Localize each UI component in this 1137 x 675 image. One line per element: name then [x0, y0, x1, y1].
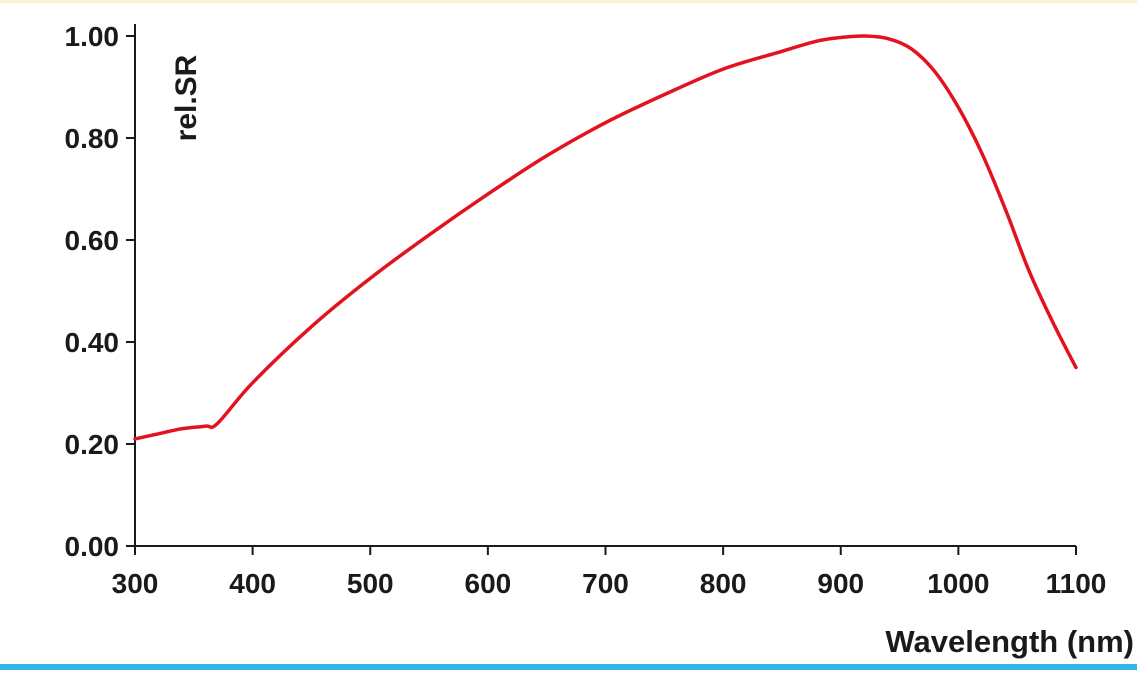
x-tick-label: 500 [347, 568, 394, 599]
y-tick-label: 1.00 [65, 21, 120, 52]
series-group [133, 34, 1078, 441]
y-tick-label: 0.80 [65, 123, 120, 154]
x-axis-label: Wavelength (nm) [885, 624, 1134, 659]
y-axis-label: rel.SR [170, 54, 203, 141]
y-tick-label: 0.60 [65, 225, 120, 256]
series-line-0 [133, 34, 1078, 441]
x-tick-label: 1100 [1046, 568, 1107, 599]
x-tick-label: 400 [229, 568, 276, 599]
y-tick-label: 0.00 [65, 531, 120, 562]
x-tick-label: 700 [582, 568, 629, 599]
x-ticks: 300 400 500 600 700 800 900 1000 1100 [112, 546, 1107, 599]
bottom-border [0, 664, 1137, 670]
x-tick-label: 800 [700, 568, 747, 599]
axes [134, 24, 1076, 547]
y-ticks: 0.00 0.20 0.40 0.60 0.80 1.00 [65, 21, 135, 562]
x-tick-label: 900 [817, 568, 864, 599]
y-tick-label: 0.20 [65, 429, 120, 460]
x-tick-label: 600 [465, 568, 512, 599]
x-tick-label: 1000 [927, 568, 989, 599]
top-border [0, 0, 1137, 3]
y-tick-label: 0.40 [65, 327, 120, 358]
x-tick-label: 300 [112, 568, 159, 599]
